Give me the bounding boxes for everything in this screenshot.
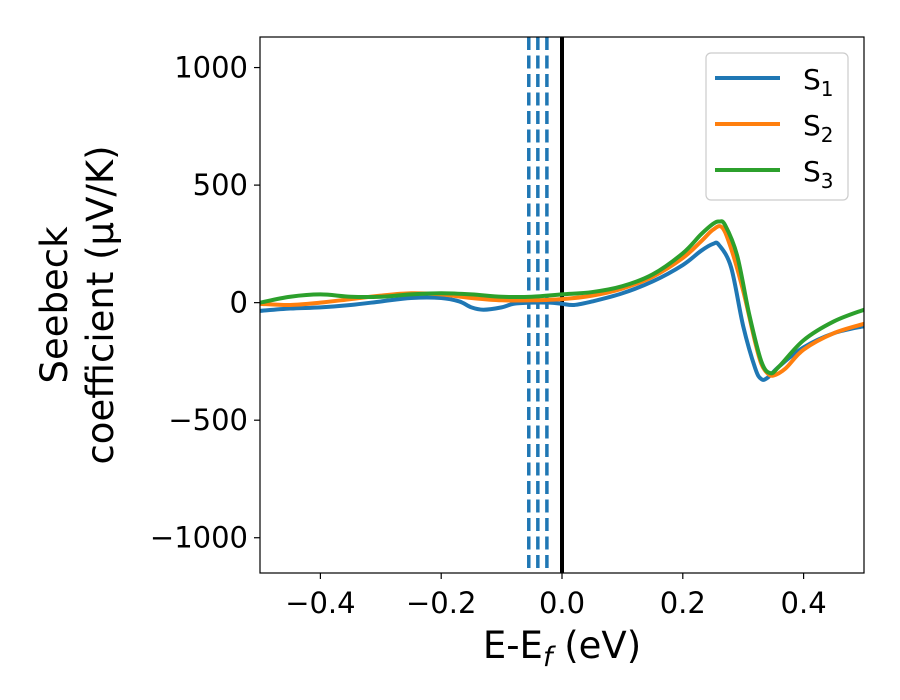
legend-label-s1: S1 (803, 63, 834, 101)
legend: S1 S2 S3 (705, 52, 849, 201)
series-line-s1 (260, 240, 864, 382)
x-axis-title: E-Ef (eV) (483, 624, 641, 673)
x-tick-label: 0.2 (660, 586, 706, 620)
y-tick-label: 1000 (174, 51, 248, 85)
y-tick-label: 0 (230, 286, 248, 320)
y-tick-label: 500 (193, 168, 248, 202)
series-line-s3 (260, 219, 864, 376)
legend-label-s2: S2 (803, 109, 834, 147)
y-axis-title-line2: coefficient (μV/K) (79, 145, 122, 464)
legend-box (705, 52, 849, 201)
x-tick-label: −0.4 (285, 586, 355, 620)
y-axis-title-line1: Seebeck (33, 226, 76, 384)
x-tick-label: −0.2 (406, 586, 476, 620)
x-tick-label: 0.0 (539, 586, 585, 620)
legend-label-s3: S3 (803, 155, 834, 193)
y-tick-label: −1000 (150, 521, 248, 555)
y-tick-label: −500 (168, 403, 248, 437)
x-tick-label: 0.4 (781, 586, 827, 620)
